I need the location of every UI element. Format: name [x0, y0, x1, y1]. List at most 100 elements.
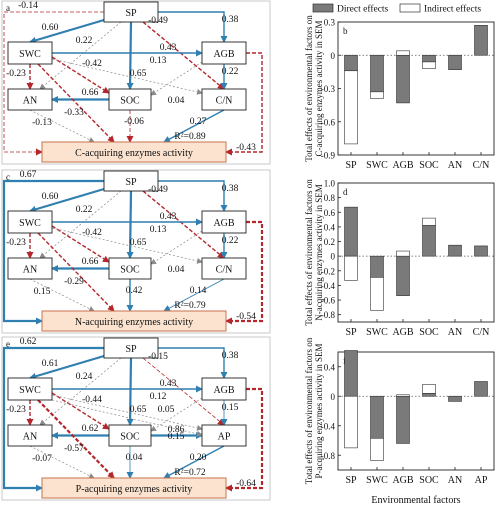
edge-swc-soc	[51, 56, 110, 94]
x-tick-label: SWC	[366, 475, 388, 486]
bar-direct-sp	[344, 350, 358, 397]
y-tick-label: -0.2	[321, 266, 335, 276]
plot-frame	[337, 351, 495, 471]
plot-frame	[337, 182, 495, 323]
bar-indirect-swc	[370, 91, 384, 99]
y-axis-title: Total effects of environmental factors o…	[304, 179, 324, 326]
y-tick-label: 0.3	[324, 18, 336, 28]
bar-direct-cn	[474, 25, 488, 56]
coef-soc-out: -0.06	[124, 117, 144, 127]
bar-chart-d: d 1.0 0.8 0.6 0.4 0.2 0 -0.2 -0.4 -0.6 -0.8 SP SWC AG…	[304, 179, 495, 338]
x-tick-label: SOC	[419, 475, 439, 486]
bar-indirect-soc	[422, 384, 436, 394]
node-agb-label: AGB	[213, 49, 234, 60]
node-sp	[103, 170, 159, 192]
legend: Direct effects Indirect effects	[312, 3, 481, 15]
x-tick-label: AN	[448, 475, 462, 486]
edge-swc-outcome	[37, 399, 115, 479]
coef-agb-out: -0.64	[236, 479, 256, 489]
bar-direct-sp	[344, 206, 358, 257]
panel-letter: e	[6, 339, 10, 349]
plot-frame	[337, 21, 495, 156]
sem-diagrams: a SP SWC AGB AN SOC C/N C-acquiring enzymes act…	[1, 0, 271, 501]
panel-letter: c	[6, 172, 10, 182]
node-sp	[103, 337, 159, 359]
coef-sp-curve: 0.67	[20, 170, 37, 180]
bar-direct-an	[448, 244, 462, 257]
coef-sp-an: 0.22	[76, 36, 93, 46]
coef-sp-soc: 0.65	[130, 405, 147, 415]
node-sp-label: SP	[125, 344, 137, 355]
y-tick-label: -0.4	[321, 281, 336, 291]
edge-sp-end	[142, 21, 225, 90]
coef-soc-out: 0.42	[126, 286, 143, 296]
edge-swc-end	[51, 227, 203, 264]
coef-swc-cn: 0.13	[150, 225, 167, 235]
node-agb-label: AGB	[213, 385, 234, 396]
edge-agb-outcome	[225, 220, 264, 325]
x-tick-label: AGB	[392, 160, 413, 171]
coef-swc-out: -0.33	[64, 108, 84, 118]
coef-sp-cn: -0.49	[148, 185, 168, 195]
bar-indirect-soc	[422, 217, 436, 226]
edge-sp-agb	[158, 180, 228, 212]
bar-direct-ap	[474, 381, 488, 397]
bar-direct-soc	[422, 225, 436, 257]
coef-swc-soc: -0.42	[82, 59, 102, 69]
y-tick-label: 0.8	[324, 193, 336, 203]
outcome-label: P-acquiring enzymes activity	[76, 484, 193, 495]
node-soc	[108, 88, 152, 111]
edge-sp-swc	[29, 18, 105, 44]
coef-sp-soc: 0.65	[130, 238, 147, 248]
sem-panel-frame	[1, 169, 271, 334]
r-squared-label: R²=0.89	[174, 132, 205, 142]
node-swc-label: SWC	[19, 49, 41, 60]
bar-indirect-swc	[370, 277, 384, 311]
sem-panel-c: c SP SWC AGB AN SOC C/N N-acquiring enzymes act…	[1, 169, 271, 334]
coef-soc-an: 0.66	[82, 257, 99, 267]
coef-agb-soc: 0.04	[168, 265, 185, 275]
node-agb	[201, 210, 247, 234]
x-axis-title: Environmental factors	[371, 495, 460, 506]
node-cn-label: C/N	[216, 265, 233, 276]
x-tick-label: SWC	[366, 160, 388, 171]
bar-direct-an	[448, 54, 462, 70]
r-squared-label: R²=0.72	[174, 468, 205, 478]
coef-swc-soc: -0.42	[82, 228, 102, 238]
y-tick-label: 0	[331, 51, 336, 61]
x-tick-label: AP	[475, 475, 488, 486]
y-tick-label: 0.2	[324, 237, 335, 247]
sem-panel-frame	[1, 0, 271, 165]
edge-sp-agb	[158, 11, 228, 43]
x-tick-label: SP	[345, 475, 357, 486]
coef-sp-soc: 0.65	[130, 69, 147, 79]
x-tick-label: C/N	[473, 160, 490, 171]
bar-indirect-swc	[370, 437, 384, 461]
legend-indirect-label: Indirect effects	[424, 4, 481, 15]
coef-sp-cn: -0.15	[148, 352, 168, 362]
node-cn	[201, 88, 247, 111]
coef-agb-cn: 0.15	[222, 403, 239, 413]
coef-soc-ap: 0.86	[168, 425, 185, 435]
x-tick-label: SP	[345, 327, 357, 338]
edge-sp-soc	[126, 190, 134, 259]
bar-direct-swc	[370, 54, 384, 93]
node-soc	[108, 424, 152, 447]
y-tick-label: 0	[331, 252, 336, 262]
bar-chart-b: b 0.3 0 -0.3 -0.6 -0.9 SP SWC AGB SOC AN C/N Total e…	[304, 15, 495, 171]
edge-swc-soc	[51, 225, 110, 263]
coef-swc-agb: 0.43	[160, 379, 177, 389]
coef-an-out: 0.15	[34, 287, 51, 297]
edge-sp-an	[39, 190, 122, 259]
bar-direct-swc	[370, 255, 384, 278]
legend-indirect-swatch	[399, 3, 421, 13]
coef-swc-ap: 0.05	[158, 405, 175, 415]
coef-agb-cn: 0.22	[222, 67, 239, 77]
coef-swc-an: -0.23	[6, 238, 26, 248]
coef-cn-out: 0.27	[190, 117, 207, 127]
node-swc	[7, 41, 53, 65]
bar-charts: b 0.3 0 -0.3 -0.6 -0.9 SP SWC AGB SOC AN C/N Total e…	[304, 15, 495, 506]
coef-soc-out: 0.04	[126, 453, 143, 463]
